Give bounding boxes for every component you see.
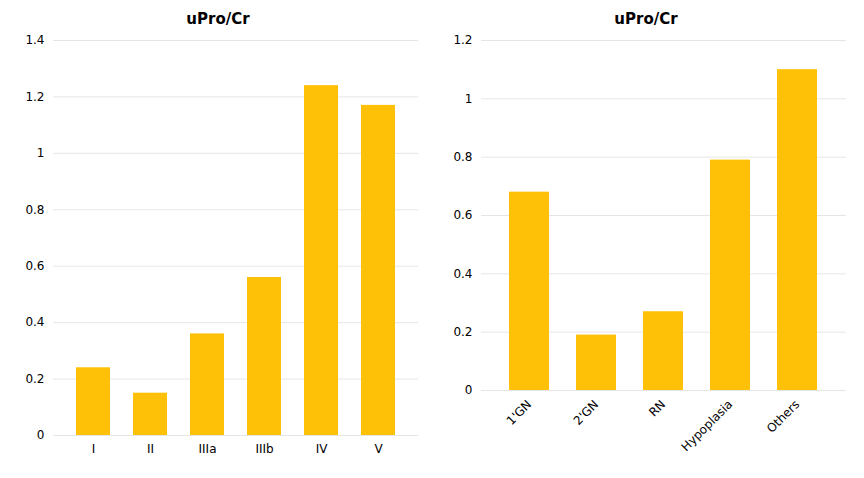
svg-text:0.4: 0.4 bbox=[25, 315, 44, 329]
html-text:uPro/Cr: uPro/Cr bbox=[614, 10, 678, 28]
svg-text:1.4: 1.4 bbox=[25, 33, 44, 47]
svg-text:0.4: 0.4 bbox=[453, 267, 472, 281]
html-text:uPro/Cr: uPro/Cr bbox=[186, 10, 250, 28]
svg-text:0.6: 0.6 bbox=[25, 259, 44, 273]
svg-text:IV: IV bbox=[316, 442, 329, 456]
svg-text:0: 0 bbox=[465, 383, 473, 397]
svg-text:0: 0 bbox=[37, 428, 45, 442]
svg-text:I: I bbox=[92, 442, 96, 456]
svg-text:RN: RN bbox=[646, 397, 668, 419]
svg-text:1.2: 1.2 bbox=[25, 90, 44, 104]
svg-text:Others: Others bbox=[764, 397, 802, 435]
svg-text:1: 1 bbox=[37, 146, 45, 160]
svg-text:1: 1 bbox=[465, 92, 473, 106]
svg-text:IIIa: IIIa bbox=[199, 442, 217, 456]
svg-text:1'GN: 1'GN bbox=[504, 397, 535, 428]
svg-text:Hypoplasia: Hypoplasia bbox=[679, 397, 736, 454]
svg-text:0.6: 0.6 bbox=[453, 208, 472, 222]
svg-text:1.2: 1.2 bbox=[453, 33, 472, 47]
svg-text:0.2: 0.2 bbox=[25, 372, 44, 386]
svg-text:IIIb: IIIb bbox=[255, 442, 273, 456]
svg-text:II: II bbox=[147, 442, 154, 456]
svg-text:V: V bbox=[374, 442, 383, 456]
svg-text:0.8: 0.8 bbox=[25, 203, 44, 217]
svg-text:0.2: 0.2 bbox=[453, 325, 472, 339]
svg-text:2'GN: 2'GN bbox=[571, 397, 602, 428]
svg-text:0.8: 0.8 bbox=[453, 150, 472, 164]
